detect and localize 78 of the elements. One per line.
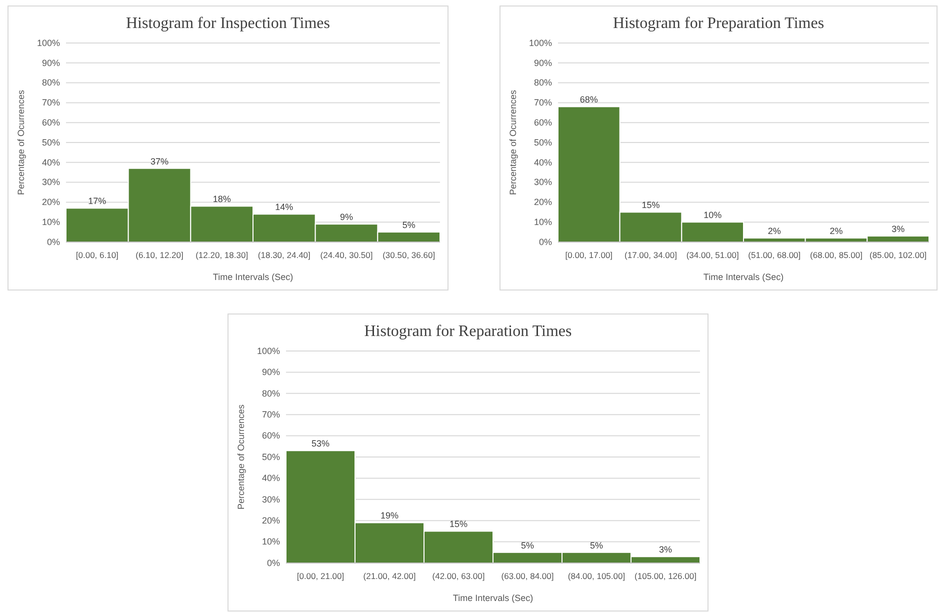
- x-tick-label: (21.00, 42.00]: [363, 571, 416, 581]
- y-axis-title: Percentage of Ocurrences: [508, 89, 518, 196]
- y-tick-label: 100%: [528, 38, 552, 48]
- x-tick-label: (17.00, 34.00]: [624, 250, 677, 260]
- y-tick-label: 30%: [262, 494, 280, 504]
- data-label: 15%: [449, 519, 468, 530]
- x-tick-label: (63.00, 84.00]: [501, 571, 554, 581]
- data-label: 2%: [768, 226, 781, 236]
- y-tick-label: 90%: [42, 58, 60, 68]
- x-tick-label: (105.00, 126.00]: [634, 571, 696, 581]
- y-tick-label: 90%: [262, 367, 280, 378]
- x-tick-label: [0.00, 21.00]: [296, 571, 344, 581]
- y-tick-label: 100%: [256, 346, 280, 356]
- data-label: 53%: [311, 438, 330, 449]
- y-tick-label: 40%: [262, 473, 280, 484]
- y-tick-label: 40%: [534, 157, 552, 168]
- chart-title: Histogram for Inspection Times: [126, 15, 330, 32]
- y-tick-label: 40%: [42, 157, 60, 168]
- y-tick-label: 80%: [262, 388, 280, 398]
- y-tick-label: 80%: [534, 78, 552, 88]
- y-tick-label: 20%: [262, 515, 280, 526]
- y-tick-label: 20%: [42, 197, 60, 208]
- data-label: 9%: [340, 212, 354, 222]
- x-tick-label: (85.00, 102.00]: [869, 250, 927, 260]
- x-axis-title: Time Intervals (Sec): [452, 593, 534, 603]
- y-tick-label: 30%: [534, 177, 552, 188]
- y-axis-title: Percentage of Ocurrences: [16, 89, 26, 196]
- y-axis-title: Percentage of Ocurrences: [236, 404, 246, 510]
- y-tick-label: 10%: [42, 216, 60, 227]
- y-tick-label: 70%: [262, 409, 280, 420]
- data-label: 68%: [580, 94, 598, 105]
- data-label: 5%: [590, 540, 604, 550]
- y-tick-label: 60%: [42, 117, 60, 128]
- chart-title: Histogram for Preparation Times: [612, 15, 824, 32]
- x-tick-label: (30.50, 36.60]: [382, 250, 436, 260]
- x-tick-label: (6.10, 12.20]: [136, 250, 184, 260]
- data-label: 17%: [88, 196, 106, 206]
- y-tick-label: 0%: [266, 558, 280, 568]
- x-tick-label: (42.00, 63.00]: [432, 571, 485, 581]
- y-tick-label: 70%: [42, 98, 60, 108]
- y-tick-label: 60%: [534, 117, 552, 128]
- data-label: 18%: [212, 194, 231, 204]
- data-label: 2%: [830, 226, 843, 236]
- x-tick-label: [0.00, 6.10]: [76, 250, 118, 260]
- y-tick-label: 20%: [534, 197, 552, 208]
- x-axis-title: Time Intervals (Sec): [212, 272, 294, 282]
- y-tick-label: 0%: [538, 236, 552, 247]
- data-label: 5%: [520, 540, 534, 550]
- data-label: 3%: [892, 224, 905, 234]
- chart-title: Histogram for Reparation Times: [364, 323, 572, 340]
- y-tick-label: 50%: [42, 137, 60, 148]
- x-tick-label: [0.00, 17.00]: [565, 250, 613, 260]
- y-tick-label: 60%: [262, 430, 280, 441]
- x-tick-label: (12.20, 18.30]: [196, 250, 248, 260]
- y-tick-label: 10%: [262, 536, 280, 547]
- x-tick-label: (68.00, 85.00]: [810, 250, 862, 260]
- x-tick-label: (51.00, 68.00]: [748, 250, 801, 260]
- data-label: 10%: [704, 210, 722, 220]
- y-tick-label: 70%: [534, 98, 552, 108]
- y-tick-label: 90%: [534, 58, 552, 68]
- y-tick-label: 0%: [46, 236, 60, 247]
- x-tick-label: (34.00, 51.00]: [686, 250, 739, 260]
- data-label: 5%: [402, 220, 416, 230]
- x-tick-label: (84.00, 105.00]: [568, 571, 626, 581]
- x-tick-label: (18.30, 24.40]: [258, 250, 310, 260]
- x-tick-label: (24.40, 30.50]: [320, 250, 373, 260]
- data-label: 15%: [642, 200, 660, 210]
- y-tick-label: 50%: [534, 137, 552, 148]
- data-label: 37%: [150, 156, 169, 166]
- y-tick-label: 30%: [42, 177, 60, 188]
- x-axis-title: Time Intervals (Sec): [703, 272, 784, 282]
- y-tick-label: 80%: [42, 78, 60, 88]
- data-label: 14%: [275, 202, 294, 212]
- data-label: 3%: [658, 544, 672, 555]
- y-tick-label: 50%: [262, 452, 280, 462]
- y-tick-label: 100%: [36, 38, 60, 48]
- data-label: 19%: [380, 510, 399, 521]
- y-tick-label: 10%: [534, 216, 552, 227]
